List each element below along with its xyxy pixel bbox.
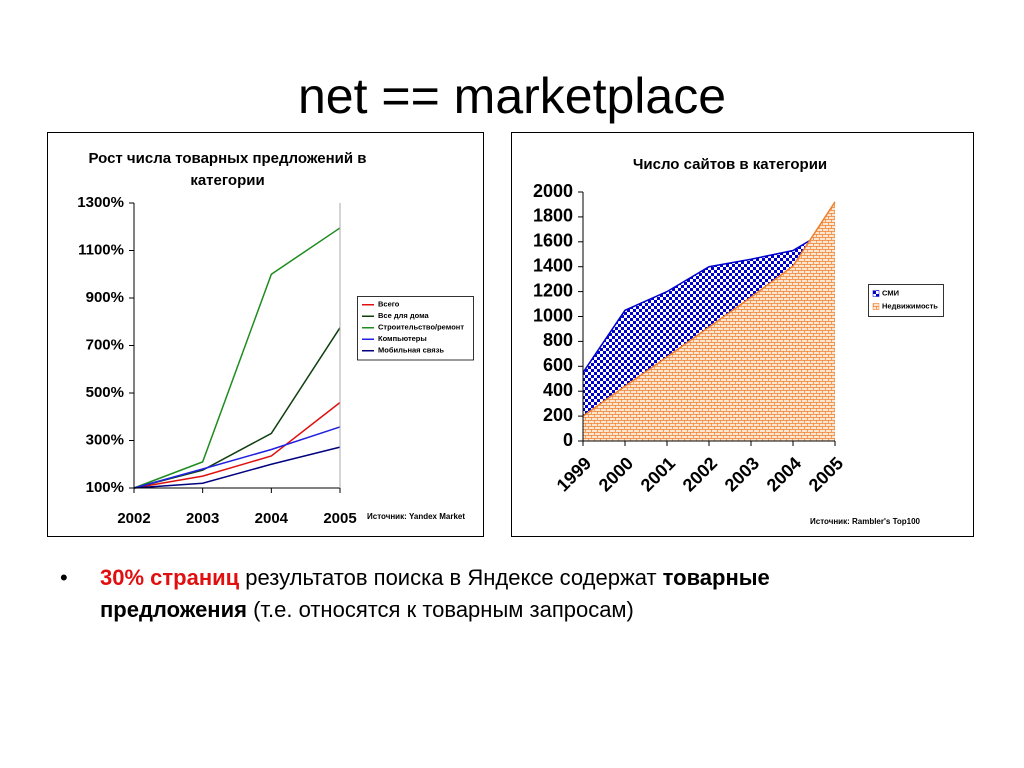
x-tick-label: 2000: [595, 453, 637, 495]
y-tick-label: 800: [543, 330, 573, 350]
x-tick-label: 2001: [637, 453, 679, 495]
legend: СМИ Недвижимость: [868, 284, 944, 317]
y-tick-label: 1400: [533, 255, 573, 275]
x-tick-label: 2005: [323, 510, 356, 527]
bullet-marker: •: [60, 565, 68, 590]
x-tick-label: 2003: [721, 453, 763, 495]
bullet-segment: (т.е. относятся к товарным запросам): [246, 597, 634, 622]
y-tick-label: 200: [543, 405, 573, 425]
bullet-segment: товарные предложения: [100, 565, 770, 622]
source-note: Источник: Yandex Market: [367, 512, 465, 521]
y-tick-label: 900%: [86, 289, 124, 306]
legend-box: [868, 284, 944, 317]
legend-label: Строительство/ремонт: [378, 323, 464, 332]
y-tick-label: 1600: [533, 231, 573, 251]
x-tick-label: 2002: [679, 453, 721, 495]
legend-label: Мобильная связь: [378, 346, 444, 355]
y-tick-label: 100%: [86, 479, 124, 496]
y-tick-label: 1200: [533, 280, 573, 300]
legend-label: Все для дома: [378, 311, 430, 320]
chart-title: Число сайтов в категории: [632, 156, 828, 173]
y-tick-label: 1300%: [77, 194, 124, 211]
chart-frame: [47, 132, 484, 537]
legend-label: Всего: [378, 300, 400, 309]
area-outline: [582, 201, 836, 417]
legend-swatch: [872, 303, 880, 310]
y-tick-label: 300%: [86, 431, 124, 448]
legend: Всего Все для дома Строительство/ремонт Ком…: [357, 296, 474, 361]
legend-swatch: [872, 290, 880, 297]
line-series: [133, 327, 341, 489]
x-tick-label: 2002: [117, 510, 150, 527]
line-series: [133, 426, 341, 489]
y-tick-label: 500%: [86, 384, 124, 401]
chart-title: Рост числа товарных предложений в катего…: [88, 150, 367, 189]
bullet-segment: результатов поиска в Яндексе содержат: [239, 565, 663, 590]
area-outline: [582, 224, 836, 373]
legend-label: Недвижимость: [882, 301, 938, 310]
area-series: [583, 201, 835, 441]
chart-frame: [511, 132, 974, 537]
y-tick-label: 1800: [533, 206, 573, 226]
x-tick-label: 2004: [255, 510, 289, 527]
bullet-text: 30% страниц результатов поиска в Яндексе…: [100, 562, 860, 626]
slide-title: net == marketplace: [298, 68, 726, 124]
y-tick-label: 400: [543, 380, 573, 400]
source-note: Источник: Rambler's Top100: [810, 517, 921, 526]
x-tick-label: 2004: [763, 453, 805, 495]
y-tick-label: 1100%: [78, 241, 124, 258]
line-series: [133, 227, 341, 489]
y-tick-label: 0: [563, 430, 573, 450]
line-series: [133, 401, 341, 489]
legend-label: СМИ: [882, 288, 899, 297]
y-tick-label: 600: [543, 355, 573, 375]
y-tick-label: 1000: [533, 305, 573, 325]
bullet-segment: 30% страниц: [100, 565, 240, 590]
x-tick-label: 2003: [186, 510, 219, 527]
y-tick-label: 700%: [86, 336, 124, 353]
x-tick-label: 1999: [553, 453, 595, 495]
x-tick-label: 2005: [805, 453, 847, 495]
legend-label: Компьютеры: [378, 334, 427, 343]
y-tick-label: 2000: [533, 181, 573, 201]
legend-box: [357, 296, 474, 361]
line-series: [133, 446, 341, 489]
